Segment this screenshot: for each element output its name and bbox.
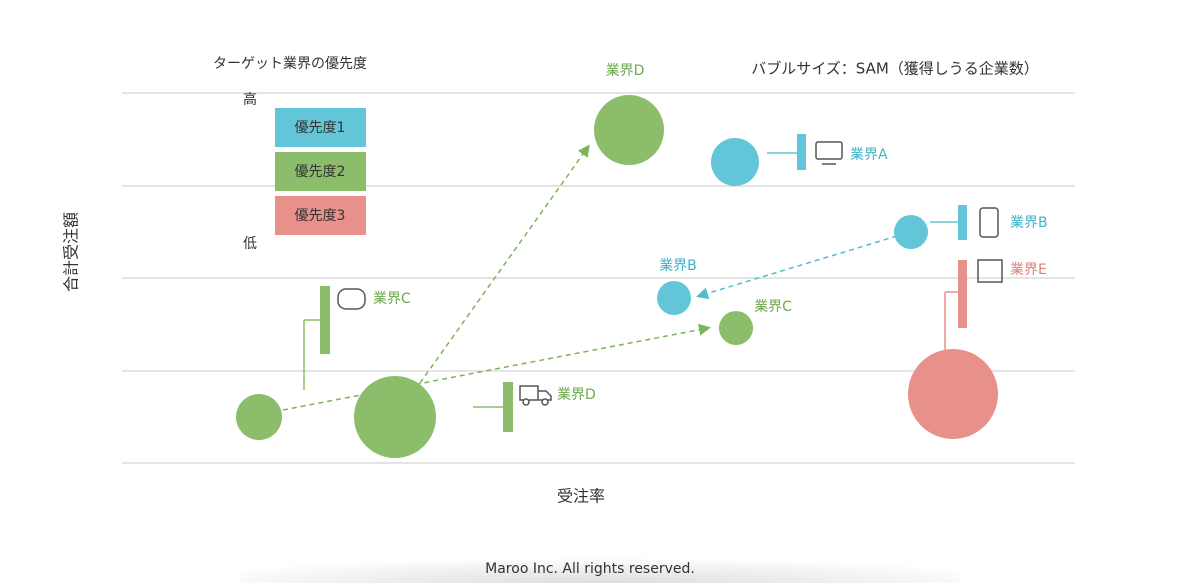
icon-phone xyxy=(979,207,999,238)
arrows xyxy=(282,144,898,411)
bubble-note: バブルサイズ：SAM（獲得しうる企業数） xyxy=(751,60,1039,78)
icon-truck xyxy=(519,385,552,401)
icon-store xyxy=(977,259,1003,283)
marker-bar xyxy=(958,260,967,328)
x-axis-label: 受注率 xyxy=(557,487,605,506)
arrow xyxy=(696,235,898,300)
y-axis-label: 合計受注額 xyxy=(62,212,81,292)
bubble-label: 業界B xyxy=(1010,215,1048,231)
bubble xyxy=(236,394,282,440)
bubble-label: 業界D xyxy=(606,63,645,79)
bubble-label: 業界A xyxy=(850,147,888,163)
bubble xyxy=(719,311,753,345)
legend-low: 低 xyxy=(243,236,257,252)
bubble-label: 業界D xyxy=(557,387,596,403)
bubble xyxy=(711,138,759,186)
footer: Maroo Inc. All rights reserved. xyxy=(485,561,695,577)
legend-swatch xyxy=(275,196,366,235)
legend-item: 優先度1 xyxy=(295,120,346,136)
marker-bar xyxy=(797,134,806,170)
bubble xyxy=(894,215,928,249)
legend-item: 優先度3 xyxy=(295,208,346,224)
callouts xyxy=(303,134,1003,432)
marker-bar xyxy=(503,382,513,432)
marker-bar xyxy=(320,286,330,354)
legend-swatch xyxy=(275,108,366,147)
bubble xyxy=(908,349,998,439)
arrow xyxy=(282,323,711,411)
bubble xyxy=(594,95,664,165)
legend-title: ターゲット業界の優先度 xyxy=(213,56,367,72)
arrow xyxy=(419,144,590,384)
icon-gamepad xyxy=(337,288,366,310)
bubble-label: 業界B xyxy=(659,258,697,274)
icon-monitor xyxy=(815,141,843,160)
bubble-label: 業界C xyxy=(754,299,792,315)
icon-truck xyxy=(541,398,549,406)
legend-item: 優先度2 xyxy=(295,164,346,180)
bubble-label: 業界C xyxy=(373,291,411,307)
bubbles xyxy=(236,95,998,458)
icon-truck xyxy=(522,398,530,406)
bubble xyxy=(657,281,691,315)
legend-swatch xyxy=(275,152,366,191)
legend-high: 高 xyxy=(243,91,257,108)
marker-bar xyxy=(958,205,967,240)
footer-shadow xyxy=(240,540,960,583)
bubble-label: 業界E xyxy=(1010,262,1047,278)
bubble xyxy=(354,376,436,458)
